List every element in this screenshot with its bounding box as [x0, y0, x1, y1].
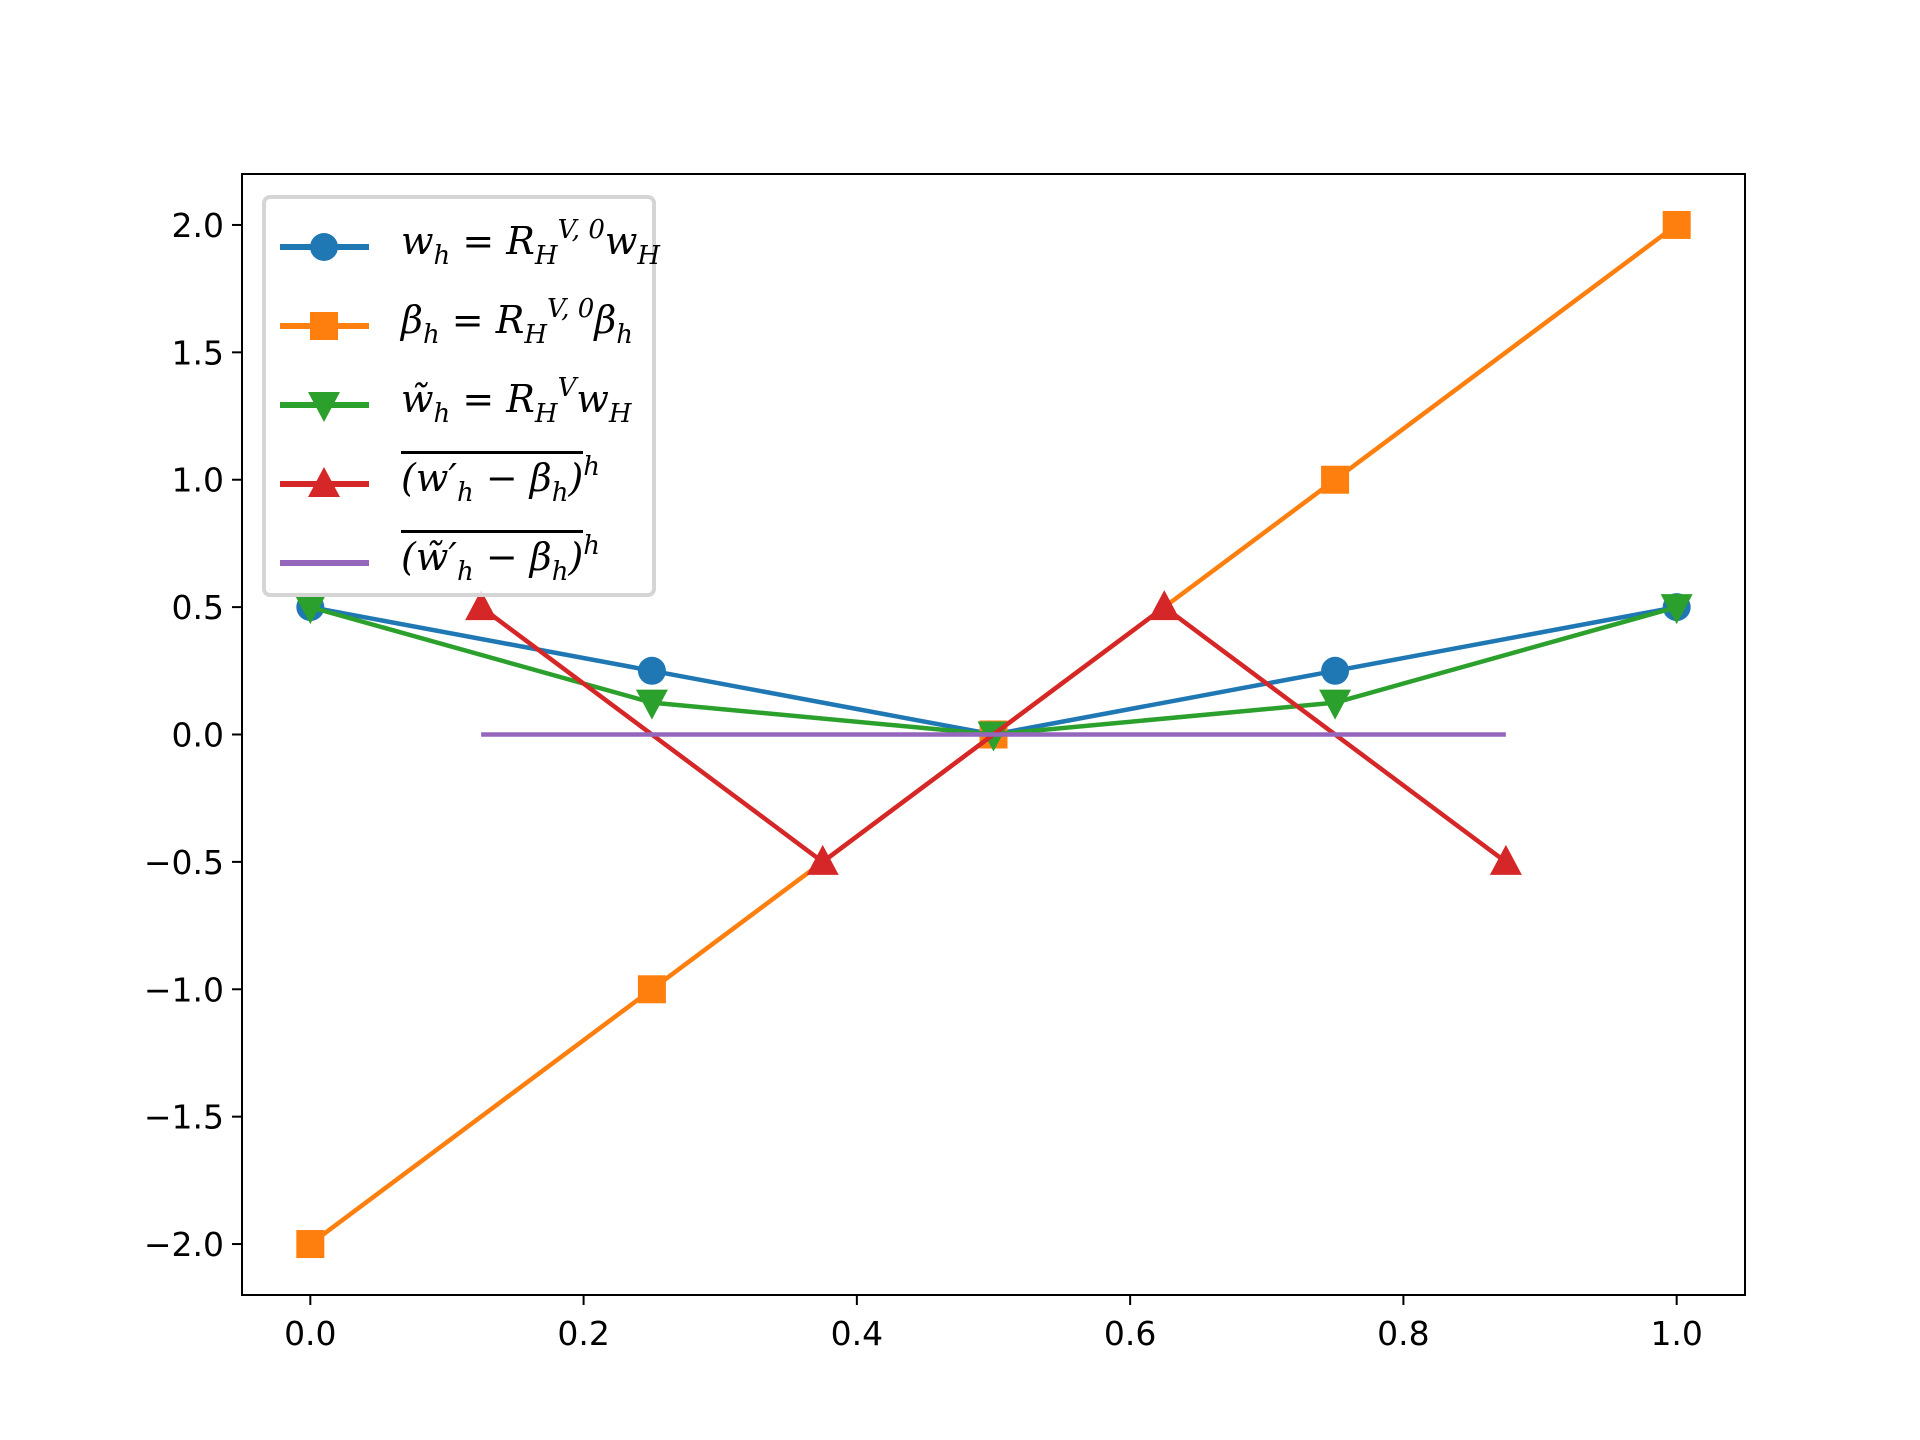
- legend-label-part: h: [422, 320, 440, 350]
- legend: wh = RHV, 0wH βh = RHV, 0βh w̃h = RHVwH (w′…: [262, 195, 660, 597]
- overline-group: (w′h − βh): [401, 451, 584, 508]
- legend-label-part: w: [604, 219, 638, 263]
- data-point: [1662, 210, 1691, 239]
- legend-label-part: (w̃′: [401, 535, 457, 579]
- y-tick-label: −2.0: [144, 1225, 224, 1264]
- legend-label-part: − β: [473, 535, 552, 579]
- data-point: [635, 689, 668, 720]
- legend-label-part: β: [594, 298, 617, 342]
- legend-entry: (w′h − βh)h: [266, 444, 652, 514]
- legend-entry: wh = RHV, 0wH: [266, 207, 660, 277]
- data-point: [637, 656, 666, 685]
- legend-label-part: H: [637, 241, 661, 271]
- legend-label-part: ): [568, 456, 584, 500]
- data-point: [296, 1230, 325, 1259]
- y-tick-label: 1.0: [172, 461, 224, 500]
- legend-label-part: β: [401, 298, 423, 342]
- legend-label-part: h: [551, 557, 569, 587]
- data-point: [294, 594, 327, 625]
- legend-label: w̃h = RHVwH: [401, 373, 632, 429]
- data-point: [1148, 590, 1181, 621]
- legend-label-part: = R: [450, 377, 535, 421]
- legend-label-part: H: [534, 399, 558, 429]
- legend-label-part: H: [534, 241, 558, 271]
- legend-label-part: w̃: [401, 377, 434, 421]
- legend-label-part: h: [456, 478, 474, 508]
- legend-label-part: w: [401, 219, 434, 263]
- legend-label-part: H: [608, 399, 632, 429]
- legend-marker: [310, 233, 338, 261]
- legend-label-part: (w′: [401, 456, 457, 500]
- legend-label-part: h: [583, 452, 601, 482]
- x-tick-label: 1.0: [1650, 1314, 1702, 1353]
- data-point: [1489, 844, 1522, 875]
- y-tick-label: 2.0: [172, 206, 224, 245]
- legend-label-part: = R: [439, 298, 525, 342]
- legend-label: wh = RHV, 0wH: [401, 215, 660, 271]
- legend-label-part: h: [583, 531, 601, 561]
- data-point: [806, 844, 839, 875]
- legend-label: (w′h − βh)h: [401, 451, 601, 508]
- y-tick-label: 1.5: [172, 333, 224, 372]
- overline-group: (w̃′h − βh): [401, 530, 584, 587]
- x-tick-label: 0.8: [1377, 1314, 1429, 1353]
- data-point: [1321, 656, 1350, 685]
- legend-swatch: [280, 233, 369, 261]
- legend-label-part: h: [551, 478, 569, 508]
- data-point: [637, 975, 666, 1004]
- legend-marker: [308, 467, 340, 497]
- data-point: [1321, 465, 1350, 494]
- y-tick-label: 0.5: [172, 588, 224, 627]
- legend-swatch: [280, 312, 369, 340]
- legend-label-part: h: [456, 557, 474, 587]
- legend-marker: [308, 392, 340, 422]
- legend-label-part: V, 0: [557, 215, 605, 245]
- legend-entry: βh = RHV, 0βh: [266, 286, 652, 356]
- y-tick-label: −0.5: [144, 843, 224, 882]
- legend-label-part: H: [524, 320, 548, 350]
- series-2: [294, 594, 1693, 752]
- legend-marker: [310, 312, 338, 340]
- x-tick-label: 0.6: [1104, 1314, 1156, 1353]
- legend-label-part: h: [616, 320, 634, 350]
- data-point: [465, 590, 498, 621]
- legend-label: (w̃′h − βh)h: [401, 530, 601, 587]
- legend-entry: w̃h = RHVwH: [266, 365, 652, 435]
- y-tick-label: −1.5: [144, 1098, 224, 1137]
- legend-label-part: h: [433, 399, 451, 429]
- x-tick-label: 0.2: [557, 1314, 609, 1353]
- legend-label-part: V: [557, 373, 577, 403]
- legend-label: βh = RHV, 0βh: [401, 294, 633, 350]
- legend-label-part: ): [568, 535, 584, 579]
- legend-swatch: [280, 392, 369, 422]
- axes-frame: [241, 173, 1746, 1296]
- legend-label-part: w: [576, 377, 609, 421]
- legend-label-part: V, 0: [547, 294, 595, 324]
- y-tick-label: −1.0: [144, 970, 224, 1009]
- legend-label-part: − β: [473, 456, 552, 500]
- series-line: [309, 604, 1678, 737]
- data-point: [1660, 594, 1693, 625]
- y-tick-label: 0.0: [172, 716, 224, 755]
- x-tick-label: 0.4: [831, 1314, 883, 1353]
- series-line: [309, 604, 1678, 737]
- data-point: [1319, 689, 1352, 720]
- legend-swatch: [280, 560, 369, 566]
- legend-entry: (w̃′h − βh)h: [266, 523, 652, 593]
- legend-label-part: h: [433, 241, 451, 271]
- legend-label-part: = R: [450, 219, 535, 263]
- legend-swatch: [280, 467, 369, 497]
- x-tick-label: 0.0: [284, 1314, 336, 1353]
